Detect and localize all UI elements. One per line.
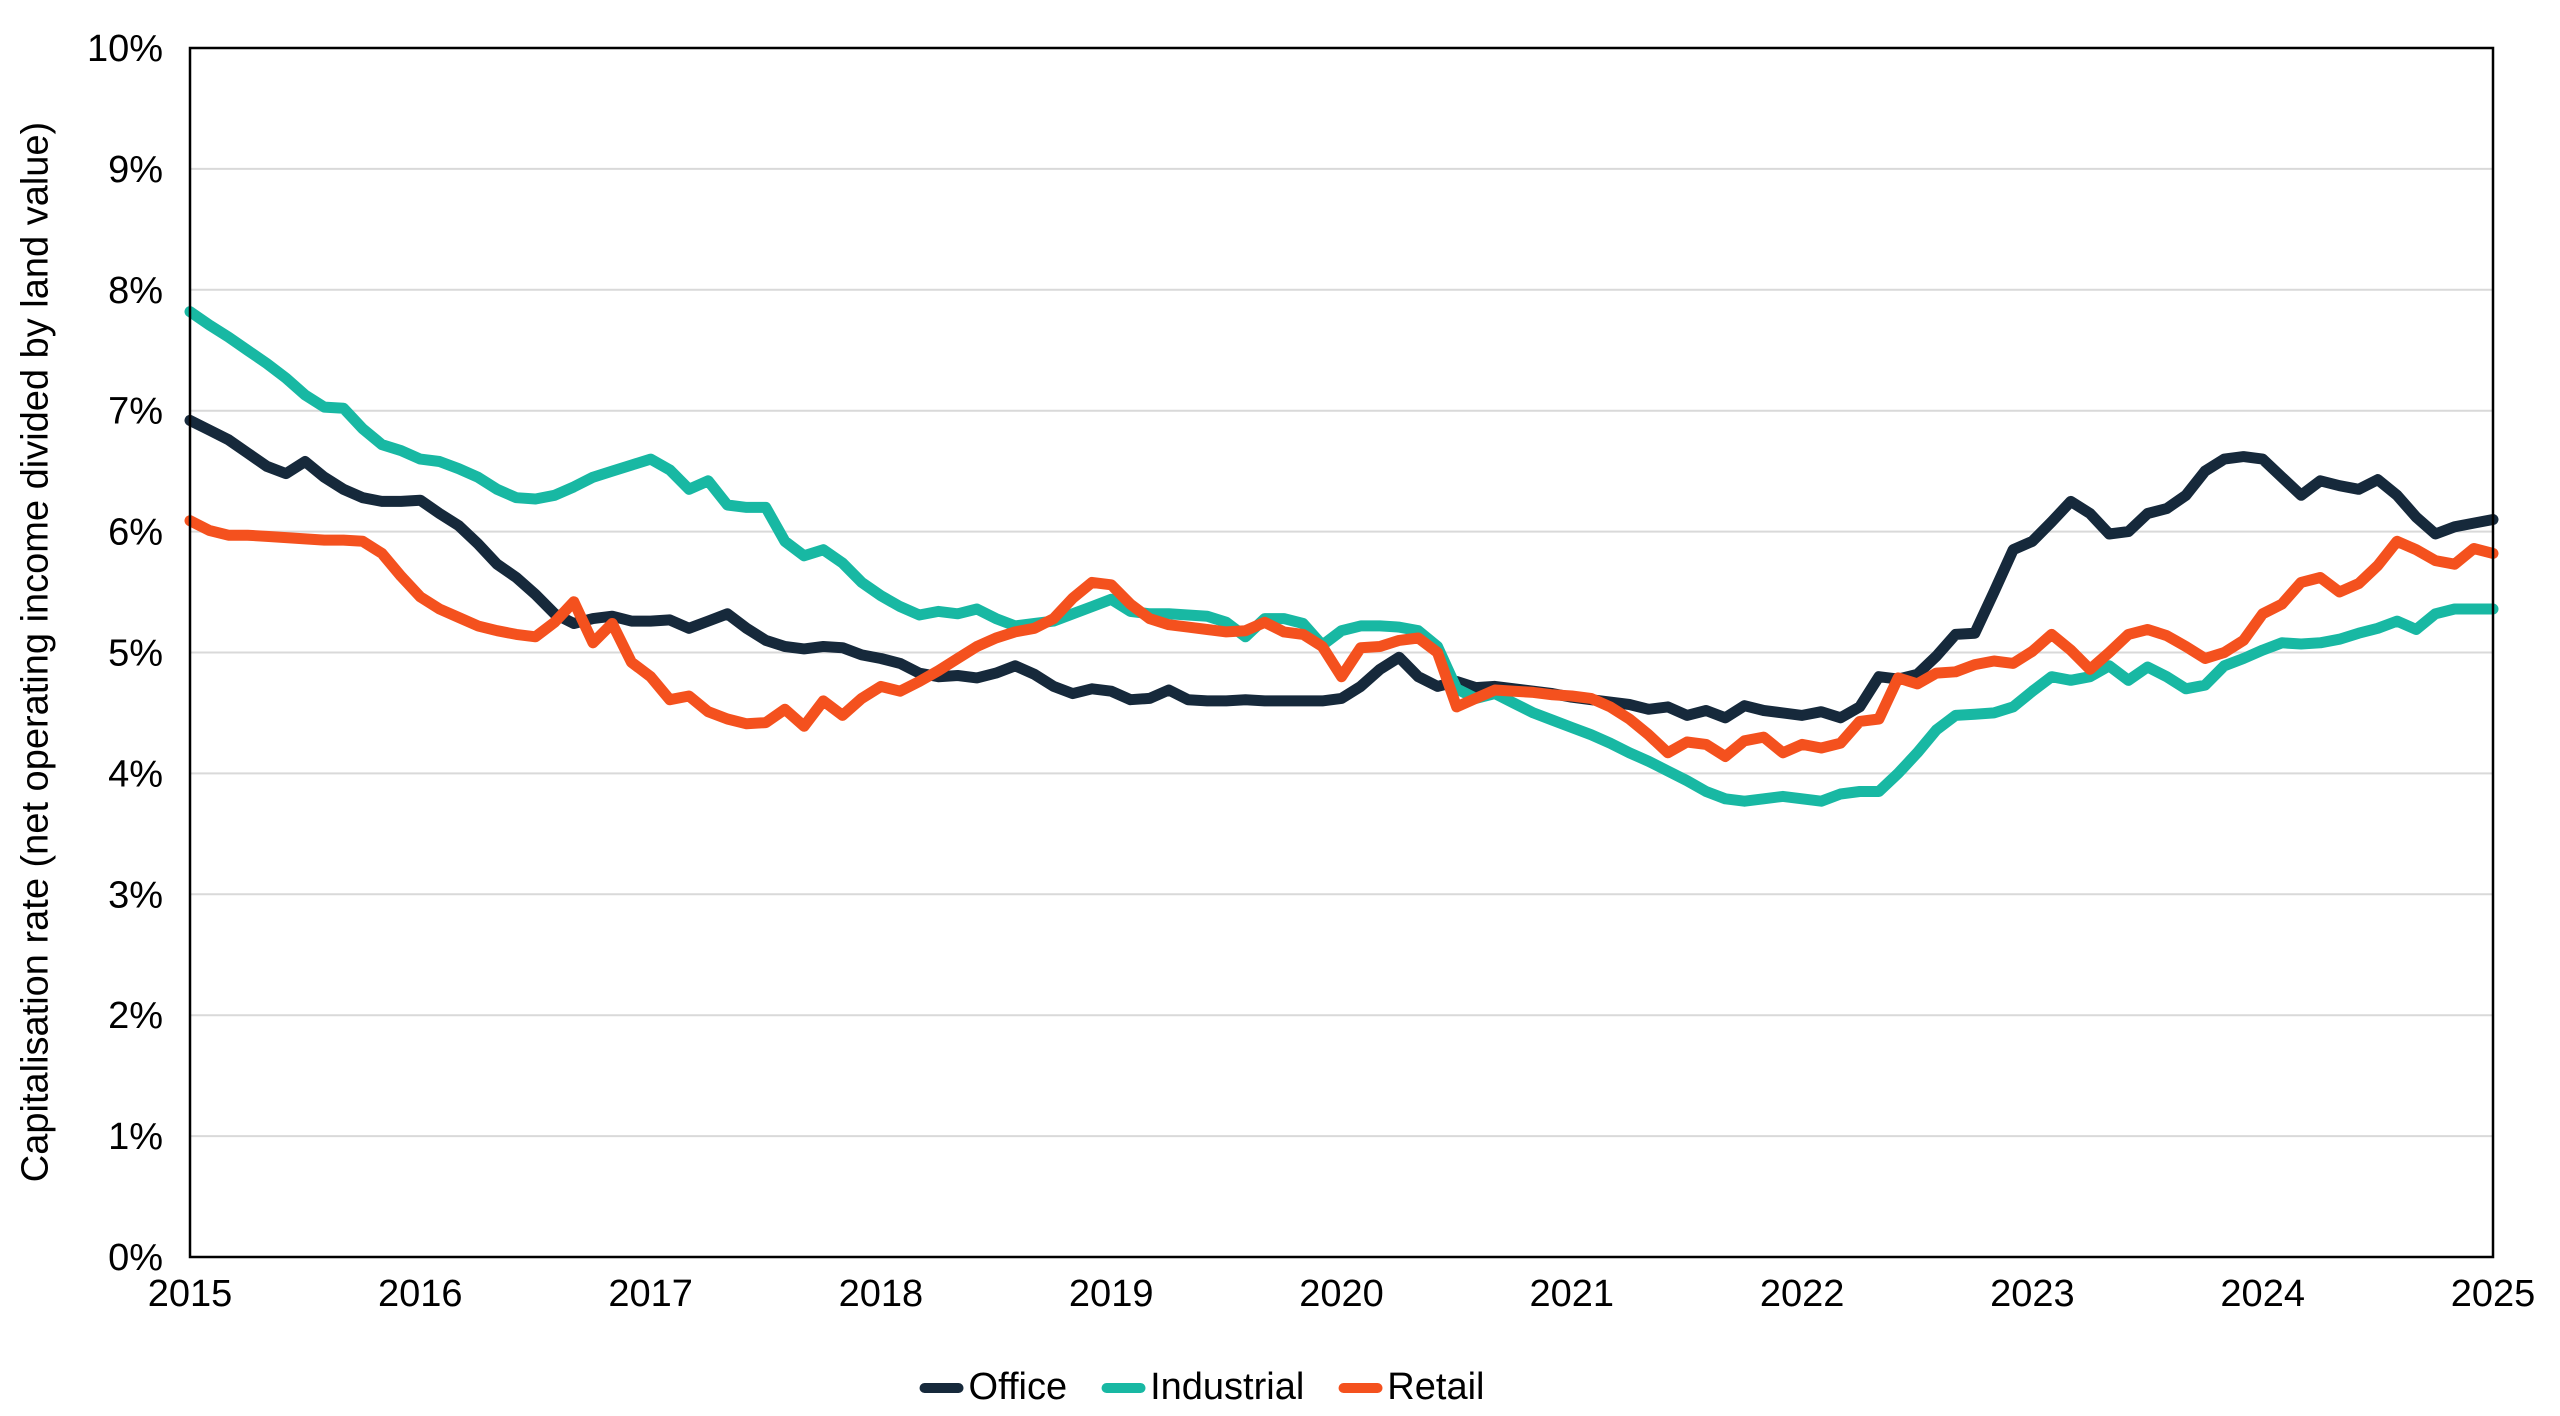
x-tick-label-2017: 2017 [608, 1273, 693, 1315]
office-line-swatch [919, 1382, 964, 1393]
y-axis-title: Capitalisation rate (net operating incom… [14, 121, 57, 1183]
y-tick-label-7%: 7% [108, 391, 163, 433]
y-tick-label-5%: 5% [108, 633, 163, 675]
x-tick-label-2023: 2023 [1990, 1273, 2075, 1315]
office-line [184, 414, 2499, 724]
legend-label-office: Office [968, 1366, 1068, 1408]
retail-line [184, 515, 2499, 762]
y-tick-label-2%: 2% [108, 995, 163, 1037]
series-lines [184, 306, 2499, 807]
x-tick-label-2016: 2016 [378, 1273, 463, 1315]
legend-item-office: Office [919, 1366, 1068, 1409]
y-tick-label-6%: 6% [108, 512, 163, 554]
x-tick-label-2024: 2024 [2220, 1273, 2305, 1315]
y-tick-label-4%: 4% [108, 753, 163, 795]
industrial-line-swatch [1101, 1382, 1146, 1393]
x-axis-tick-labels: 2015 2016 2017 2018 2019 2020 2021 2022 2023 2024… [148, 1273, 2536, 1315]
y-tick-label-9%: 9% [108, 149, 163, 191]
y-tick-label-3%: 3% [108, 874, 163, 916]
legend-label-industrial: Industrial [1150, 1366, 1305, 1408]
plot-border [188, 46, 2495, 1259]
x-tick-label-2015: 2015 [148, 1273, 233, 1315]
legend-label-retail: Retail [1387, 1366, 1485, 1408]
legend-item-retail: Retail [1338, 1366, 1484, 1409]
y-tick-label-10%: 10% [87, 28, 163, 70]
y-axis-tick-labels: 0% 1% 2% 3% 4% 5% 6% 7% 8% 9% 10% [87, 28, 163, 1279]
y-tick-label-1%: 1% [108, 1116, 163, 1158]
x-tick-label-2018: 2018 [839, 1273, 924, 1315]
x-tick-label-2022: 2022 [1760, 1273, 1845, 1315]
retail-line-swatch [1338, 1382, 1383, 1393]
industrial-line [184, 306, 2499, 807]
x-tick-label-2021: 2021 [1530, 1273, 1615, 1315]
gridlines [190, 167, 2493, 1138]
x-tick-label-2019: 2019 [1069, 1273, 1154, 1315]
legend: Office Industrial Retail [919, 1366, 1484, 1409]
legend-item-industrial: Industrial [1101, 1366, 1304, 1409]
y-tick-label-0%: 0% [108, 1237, 163, 1279]
x-tick-label-2020: 2020 [1299, 1273, 1384, 1315]
x-tick-label-2025: 2025 [2451, 1273, 2536, 1315]
y-tick-label-8%: 8% [108, 270, 163, 312]
